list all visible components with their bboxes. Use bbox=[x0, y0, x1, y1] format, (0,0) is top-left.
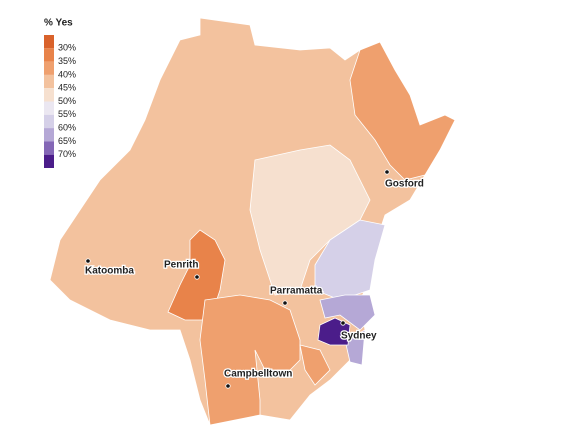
place-dot bbox=[194, 274, 200, 280]
place-label: Katoomba bbox=[85, 266, 134, 277]
place-label: Penrith bbox=[164, 260, 198, 271]
place-dot bbox=[384, 169, 390, 175]
region bbox=[319, 294, 376, 331]
legend-label: 45% bbox=[58, 83, 76, 93]
legend-swatch bbox=[44, 154, 54, 168]
region bbox=[344, 329, 366, 366]
region bbox=[299, 344, 331, 386]
place-dot bbox=[225, 383, 231, 389]
places: Katoomba Penrith Parramatta Sydney Gosford Ca… bbox=[84, 169, 425, 389]
legend-label: 70% bbox=[58, 149, 76, 159]
legend-label: 35% bbox=[58, 56, 76, 66]
legend-swatch bbox=[44, 141, 54, 155]
legend-labels: 30% 35% 40% 45% 50% 55% 60% 65% 70% bbox=[58, 43, 76, 159]
legend-swatch bbox=[44, 128, 54, 142]
place-label: Sydney bbox=[341, 331, 377, 342]
place-label: Campbelltown bbox=[224, 369, 292, 380]
region bbox=[199, 294, 301, 426]
legend-label: 40% bbox=[58, 69, 76, 79]
place-dot bbox=[282, 300, 288, 306]
place-dot bbox=[340, 320, 346, 326]
regions bbox=[49, 17, 456, 426]
legend-swatch bbox=[44, 61, 54, 75]
legend-swatch bbox=[44, 48, 54, 62]
legend-swatch bbox=[44, 88, 54, 102]
legend-label: 50% bbox=[58, 96, 76, 106]
legend-swatch bbox=[44, 101, 54, 115]
region bbox=[349, 41, 456, 181]
legend-swatch bbox=[44, 74, 54, 89]
place-label: Gosford bbox=[385, 179, 424, 190]
place-dot bbox=[85, 258, 91, 264]
legend: % Yes 30% 35% 40% 45% 50% 55% 60% 65% 70% bbox=[44, 18, 76, 168]
region bbox=[314, 219, 386, 301]
legend-label: 30% bbox=[58, 43, 76, 53]
legend-label: 55% bbox=[58, 109, 76, 119]
legend-title: % Yes bbox=[44, 18, 73, 29]
legend-swatch bbox=[44, 35, 54, 49]
legend-label: 65% bbox=[58, 136, 76, 146]
legend-swatch bbox=[44, 114, 54, 129]
place-label: Parramatta bbox=[270, 286, 323, 297]
legend-label: 60% bbox=[58, 122, 76, 132]
